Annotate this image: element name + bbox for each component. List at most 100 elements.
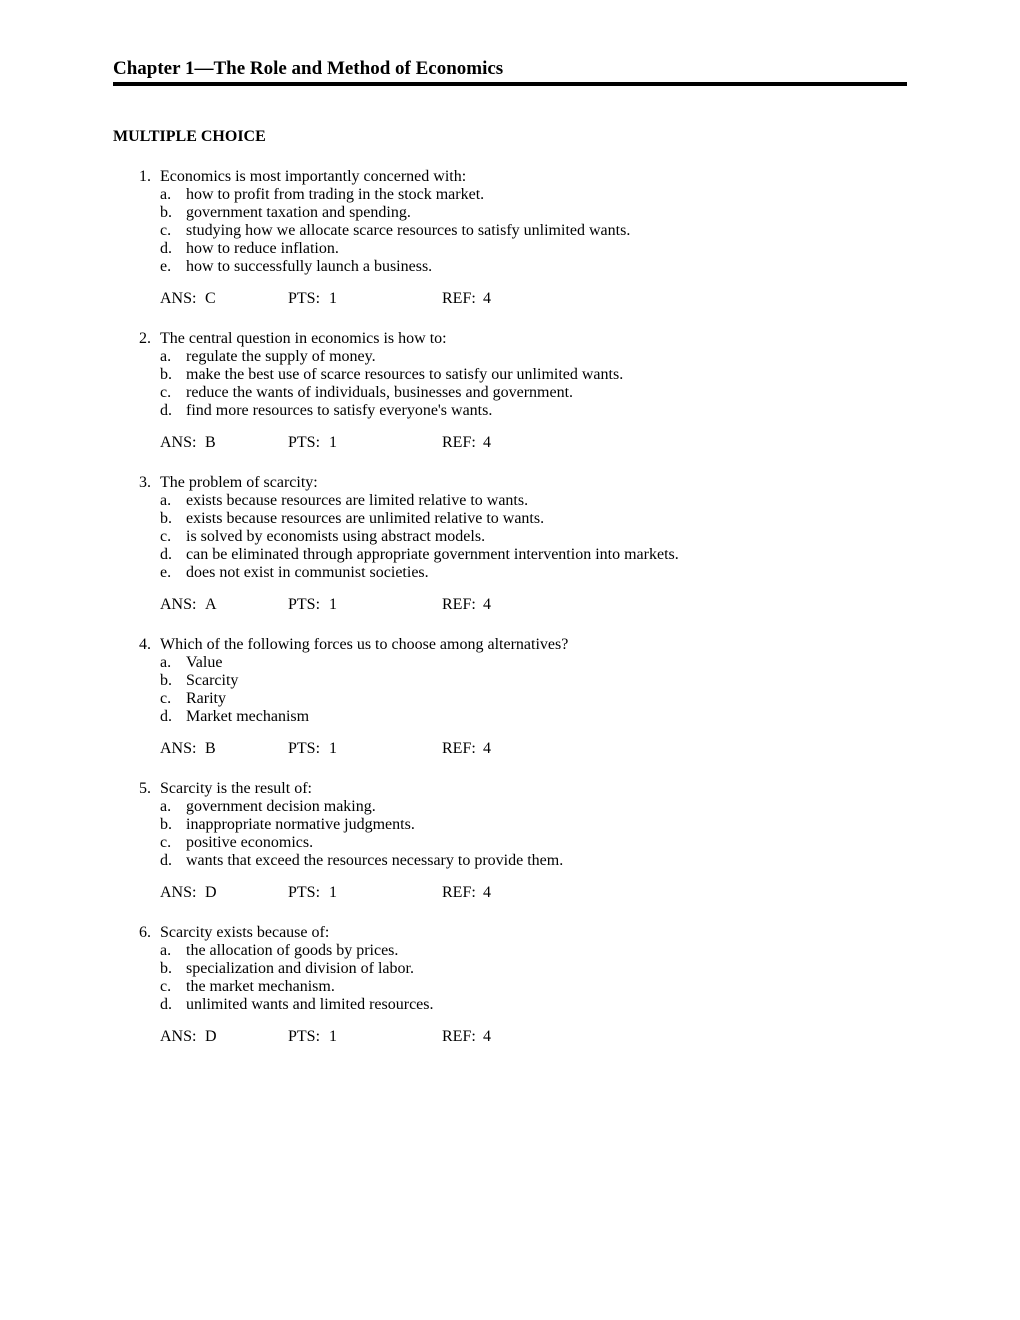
option-text: government decision making. [186, 798, 907, 816]
option-text: studying how we allocate scarce resource… [186, 222, 907, 240]
option-text: unlimited wants and limited resources. [186, 996, 907, 1014]
answer-indent [113, 740, 160, 758]
option-letter: c. [160, 528, 186, 546]
option-letter: c. [160, 222, 186, 240]
ref-value: 4 [483, 596, 491, 614]
ref-label: REF: [442, 290, 483, 308]
option-letter: d. [160, 852, 186, 870]
option-row: b.specialization and division of labor. [113, 960, 907, 978]
answer-row: ANS:BPTS:1REF:4 [113, 434, 907, 452]
option-row: c.studying how we allocate scarce resour… [113, 222, 907, 240]
chapter-title: Chapter 1—The Role and Method of Economi… [113, 58, 907, 86]
option-row: d.how to reduce inflation. [113, 240, 907, 258]
option-text: how to reduce inflation. [186, 240, 907, 258]
option-text: exists because resources are limited rel… [186, 492, 907, 510]
question-text: Which of the following forces us to choo… [160, 636, 907, 654]
pts-label: PTS: [288, 434, 329, 452]
option-text: the market mechanism. [186, 978, 907, 996]
question-text: Scarcity exists because of: [160, 924, 907, 942]
option-row: c.reduce the wants of individuals, busin… [113, 384, 907, 402]
question-number: 2. [113, 330, 160, 348]
option-text: wants that exceed the resources necessar… [186, 852, 907, 870]
question-number: 1. [113, 168, 160, 186]
answer-value: B [205, 434, 288, 452]
option-text: Market mechanism [186, 708, 907, 726]
question-block: 3.The problem of scarcity:a.exists becau… [113, 474, 907, 614]
ref-label: REF: [442, 740, 483, 758]
option-row: a.regulate the supply of money. [113, 348, 907, 366]
option-row: c.the market mechanism. [113, 978, 907, 996]
option-letter: d. [160, 996, 186, 1014]
ref-value: 4 [483, 434, 491, 452]
answer-indent [113, 434, 160, 452]
option-row: a.the allocation of goods by prices. [113, 942, 907, 960]
option-row: b.Scarcity [113, 672, 907, 690]
option-row: a.how to profit from trading in the stoc… [113, 186, 907, 204]
option-letter: b. [160, 672, 186, 690]
question-block: 1.Economics is most importantly concerne… [113, 168, 907, 308]
answer-indent [113, 1028, 160, 1046]
pts-value: 1 [329, 884, 442, 902]
option-letter: b. [160, 960, 186, 978]
question-number: 6. [113, 924, 160, 942]
option-text: find more resources to satisfy everyone'… [186, 402, 907, 420]
answer-row: ANS:APTS:1REF:4 [113, 596, 907, 614]
question-number: 5. [113, 780, 160, 798]
answer-value: B [205, 740, 288, 758]
pts-value: 1 [329, 596, 442, 614]
answer-label: ANS: [160, 434, 205, 452]
option-row: b.inappropriate normative judgments. [113, 816, 907, 834]
answer-label: ANS: [160, 884, 205, 902]
ref-value: 4 [483, 290, 491, 308]
option-row: d.Market mechanism [113, 708, 907, 726]
option-text: does not exist in communist societies. [186, 564, 907, 582]
ref-label: REF: [442, 596, 483, 614]
option-row: c.Rarity [113, 690, 907, 708]
option-letter: c. [160, 834, 186, 852]
option-row: b.make the best use of scarce resources … [113, 366, 907, 384]
answer-indent [113, 596, 160, 614]
option-text: government taxation and spending. [186, 204, 907, 222]
option-row: d.can be eliminated through appropriate … [113, 546, 907, 564]
option-row: d.find more resources to satisfy everyon… [113, 402, 907, 420]
option-letter: c. [160, 690, 186, 708]
question-row: 1.Economics is most importantly concerne… [113, 168, 907, 186]
option-letter: e. [160, 564, 186, 582]
question-row: 2.The central question in economics is h… [113, 330, 907, 348]
option-row: a.Value [113, 654, 907, 672]
option-text: is solved by economists using abstract m… [186, 528, 907, 546]
pts-label: PTS: [288, 290, 329, 308]
option-text: specialization and division of labor. [186, 960, 907, 978]
pts-value: 1 [329, 290, 442, 308]
option-row: b.exists because resources are unlimited… [113, 510, 907, 528]
option-text: positive economics. [186, 834, 907, 852]
answer-indent [113, 884, 160, 902]
question-row: 3.The problem of scarcity: [113, 474, 907, 492]
option-text: exists because resources are unlimited r… [186, 510, 907, 528]
question-text: The central question in economics is how… [160, 330, 907, 348]
ref-value: 4 [483, 740, 491, 758]
question-row: 4.Which of the following forces us to ch… [113, 636, 907, 654]
option-row: d.unlimited wants and limited resources. [113, 996, 907, 1014]
option-letter: a. [160, 492, 186, 510]
question-row: 6.Scarcity exists because of: [113, 924, 907, 942]
option-letter: e. [160, 258, 186, 276]
option-letter: a. [160, 654, 186, 672]
option-text: how to profit from trading in the stock … [186, 186, 907, 204]
option-row: c.positive economics. [113, 834, 907, 852]
answer-row: ANS:DPTS:1REF:4 [113, 884, 907, 902]
ref-label: REF: [442, 884, 483, 902]
option-letter: d. [160, 402, 186, 420]
question-block: 4.Which of the following forces us to ch… [113, 636, 907, 758]
answer-value: D [205, 1028, 288, 1046]
pts-value: 1 [329, 740, 442, 758]
pts-label: PTS: [288, 740, 329, 758]
option-row: b.government taxation and spending. [113, 204, 907, 222]
option-row: d.wants that exceed the resources necess… [113, 852, 907, 870]
ref-value: 4 [483, 1028, 491, 1046]
question-block: 5.Scarcity is the result of:a.government… [113, 780, 907, 902]
ref-value: 4 [483, 884, 491, 902]
option-letter: b. [160, 204, 186, 222]
answer-label: ANS: [160, 290, 205, 308]
answer-label: ANS: [160, 740, 205, 758]
